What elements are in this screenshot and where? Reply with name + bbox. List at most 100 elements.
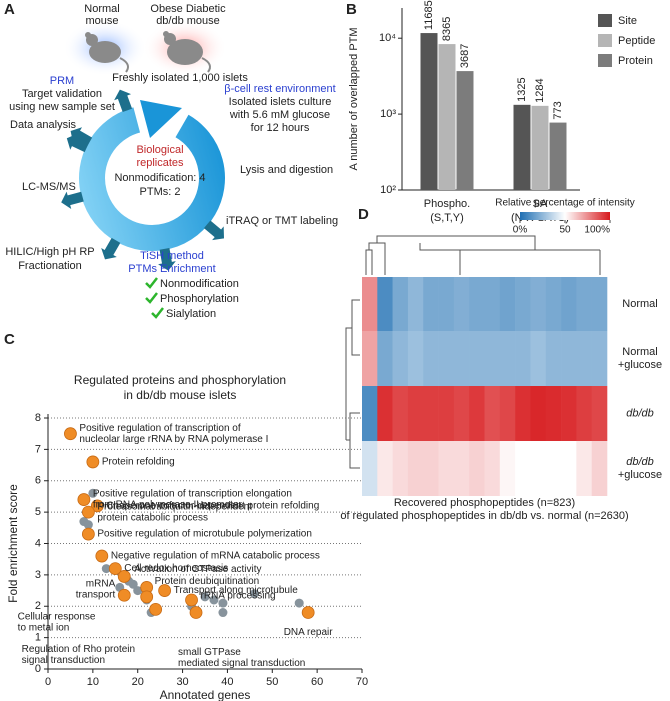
label: Isolated islets culture bbox=[229, 96, 332, 108]
label: PTMs: 2 bbox=[140, 186, 181, 198]
label: mouse bbox=[85, 15, 118, 27]
heatmap-cell bbox=[423, 441, 439, 496]
point-label: small GTPase bbox=[178, 647, 241, 658]
mouse-icon bbox=[163, 31, 211, 73]
label: for 12 hours bbox=[251, 122, 310, 134]
panel-label: A bbox=[4, 1, 15, 18]
heatmap-cell bbox=[377, 277, 393, 331]
point bbox=[88, 488, 98, 498]
caption: of regulated phosphopeptides in db/db vs… bbox=[340, 510, 628, 522]
point-label: transport bbox=[76, 589, 116, 600]
heatmap-cell bbox=[591, 277, 608, 331]
y-axis-label: A number of overlapped PTM bbox=[348, 27, 360, 170]
check bbox=[151, 307, 164, 319]
heatmap-cell bbox=[438, 386, 455, 441]
point-label: Positive regulation of microtubule polym… bbox=[97, 529, 312, 540]
heatmap-cell bbox=[561, 277, 577, 331]
heatmap-cell bbox=[362, 331, 378, 386]
x-tick-label: 20 bbox=[132, 676, 144, 688]
point-label: Proteasomal ubiquitin-independent bbox=[97, 501, 252, 512]
y-tick-label: 10² bbox=[380, 184, 396, 196]
heatmap-cell bbox=[545, 441, 562, 496]
check bbox=[145, 277, 158, 289]
heatmap-cell bbox=[499, 277, 516, 331]
step-arrow bbox=[114, 89, 133, 113]
label: Phosphorylation bbox=[160, 293, 239, 305]
heatmap-cell bbox=[469, 331, 485, 386]
legend-label: Peptide bbox=[618, 35, 655, 47]
heatmap-cell bbox=[499, 386, 516, 441]
heatmap-cell bbox=[469, 277, 485, 331]
heatmap-cell bbox=[515, 386, 531, 441]
point bbox=[86, 455, 100, 469]
heatmap-cell bbox=[530, 277, 547, 331]
point-label: Chaperone cofactor-dependent protein ref… bbox=[106, 500, 319, 511]
x-tick-label: 50 bbox=[266, 676, 278, 688]
x-tick-label: 40 bbox=[221, 676, 233, 688]
legend-label: Site bbox=[618, 15, 637, 27]
heatmap-cell bbox=[530, 331, 547, 386]
heatmap-cell bbox=[484, 386, 501, 441]
heatmap-cell bbox=[438, 277, 455, 331]
x-tick-label: 10 bbox=[87, 676, 99, 688]
caption: Recovered phosphopeptides (n=823) bbox=[394, 497, 575, 509]
heatmap-cell bbox=[453, 441, 470, 496]
heatmap-cell bbox=[576, 441, 592, 496]
heatmap-cell bbox=[530, 386, 547, 441]
label: using new sample set bbox=[9, 101, 115, 113]
heatmap-cell bbox=[438, 331, 455, 386]
label: Data analysis bbox=[10, 119, 77, 131]
label: Nonmodification: 4 bbox=[114, 172, 205, 184]
label: Fractionation bbox=[18, 260, 82, 272]
bar bbox=[513, 104, 531, 190]
step-arrow bbox=[158, 248, 176, 271]
check bbox=[145, 292, 158, 304]
point-label: Protein refolding bbox=[102, 457, 175, 468]
chart-title: Regulated proteins and phosphorylation bbox=[74, 373, 286, 387]
row-label: +glucose bbox=[618, 359, 662, 371]
chart-title: in db/db mouse islets bbox=[124, 388, 237, 402]
legend-swatch bbox=[598, 34, 612, 47]
heatmap-cell bbox=[484, 331, 501, 386]
y-tick-label: 6 bbox=[35, 475, 41, 487]
x-tick-label: 70 bbox=[356, 676, 368, 688]
heatmap-cell bbox=[423, 331, 439, 386]
value-label: 773 bbox=[552, 101, 564, 119]
heatmap-cell bbox=[515, 277, 531, 331]
heatmap-cell bbox=[453, 331, 470, 386]
bar bbox=[420, 33, 438, 190]
heatmap-cell bbox=[499, 441, 516, 496]
point bbox=[77, 493, 91, 506]
y-tick-label: 4 bbox=[35, 537, 41, 549]
point bbox=[189, 606, 203, 619]
heatmap-cell bbox=[561, 441, 577, 496]
heatmap-cell bbox=[515, 331, 531, 386]
x-axis-label: Annotated genes bbox=[160, 688, 251, 701]
legend-swatch bbox=[598, 14, 612, 27]
label: iTRAQ or TMT labeling bbox=[226, 215, 338, 227]
point-label: Transport along microtubule bbox=[174, 585, 299, 596]
heatmap-cell bbox=[576, 331, 592, 386]
heatmap-cell bbox=[362, 441, 378, 496]
step-arrow bbox=[61, 191, 84, 209]
point bbox=[117, 570, 131, 583]
step-arrow bbox=[203, 220, 225, 241]
point bbox=[185, 593, 198, 607]
point bbox=[108, 562, 122, 575]
heatmap-cell bbox=[591, 441, 608, 496]
point bbox=[294, 598, 304, 608]
point bbox=[81, 505, 95, 519]
label: PRM bbox=[50, 75, 74, 87]
y-tick-label: 0 bbox=[35, 663, 41, 675]
point-label: DNA repair bbox=[284, 627, 334, 638]
point bbox=[83, 520, 93, 530]
bar bbox=[456, 71, 474, 190]
x-tick-label: 60 bbox=[311, 676, 323, 688]
row-label: Normal bbox=[622, 346, 657, 358]
row-label: db/db bbox=[626, 407, 654, 419]
point-label: from RNA polymerase II promoter bbox=[93, 500, 243, 511]
heatmap-cell bbox=[591, 386, 608, 441]
heatmap-cell bbox=[484, 277, 501, 331]
heatmap-cell bbox=[545, 386, 562, 441]
